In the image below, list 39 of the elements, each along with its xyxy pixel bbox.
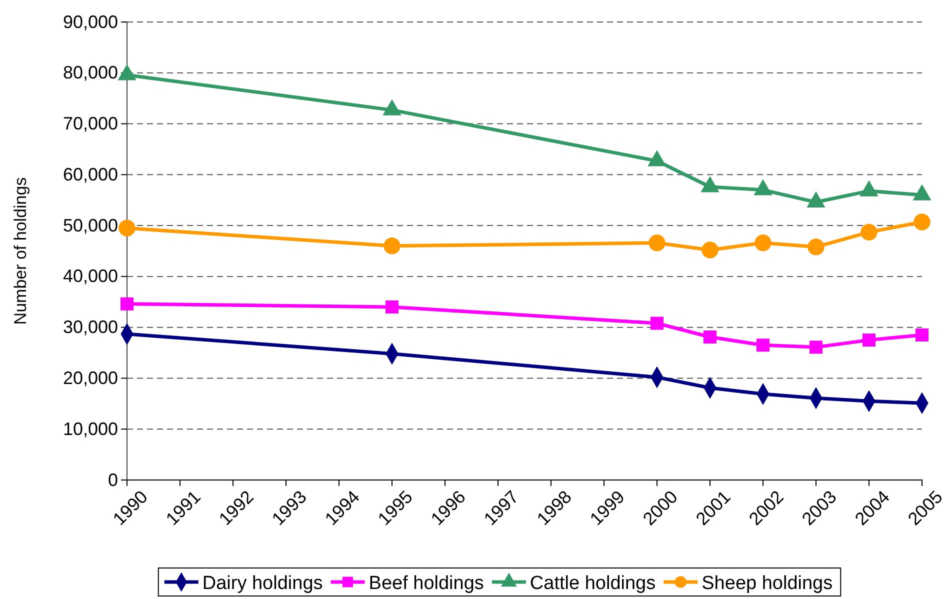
y-tick-label: 60,000 <box>62 164 118 184</box>
y-tick-label: 90,000 <box>62 12 118 32</box>
y-tick-label: 0 <box>108 470 118 490</box>
y-tick-label: 40,000 <box>62 266 118 286</box>
y-axis-title: Number of holdings <box>11 177 30 325</box>
point <box>756 338 770 352</box>
point <box>650 316 664 330</box>
point <box>648 234 666 252</box>
legend-label: Cattle holdings <box>530 573 656 594</box>
point <box>862 334 876 347</box>
point <box>703 330 717 344</box>
point <box>118 64 136 80</box>
y-tick-label: 80,000 <box>62 62 118 83</box>
point <box>384 238 400 254</box>
point <box>860 180 878 196</box>
point <box>860 224 878 241</box>
point <box>808 238 824 256</box>
legend-label: Dairy holdings <box>202 573 323 594</box>
point <box>754 179 772 196</box>
point <box>118 220 136 236</box>
point <box>915 328 929 342</box>
point <box>382 99 402 116</box>
y-tick-label: 20,000 <box>62 368 118 388</box>
point <box>809 340 823 354</box>
y-tick-label: 50,000 <box>62 215 118 236</box>
point <box>912 184 932 200</box>
y-tick-label: 70,000 <box>62 114 118 134</box>
point <box>700 176 720 192</box>
point <box>120 297 134 310</box>
point <box>754 234 772 252</box>
y-tick-label: 30,000 <box>62 317 118 338</box>
point <box>806 191 826 208</box>
point <box>385 300 399 314</box>
y-tick-label: 10,000 <box>62 418 118 439</box>
legend-label: Beef holdings <box>368 573 484 594</box>
point <box>648 150 666 166</box>
point <box>914 214 930 230</box>
point <box>702 242 718 258</box>
legend-label: Sheep holdings <box>702 573 833 594</box>
